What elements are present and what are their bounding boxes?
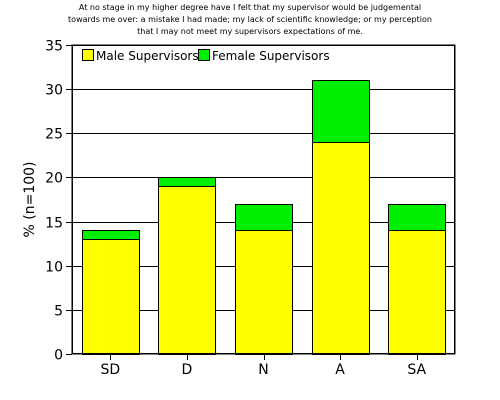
chart-title-line-1: At no stage in my higher degree have I f… (78, 3, 422, 12)
x-tick-label-a: A (335, 362, 345, 378)
y-tick-label-0: 0 (54, 348, 63, 364)
legend-label-male: Male Supervisors (96, 49, 199, 63)
bar-a-male (312, 142, 370, 355)
bar-sd-male (82, 239, 140, 355)
bar-d-female (158, 177, 216, 187)
bar-sa-female (388, 204, 446, 231)
y-tick-label-10: 10 (45, 260, 63, 276)
y-axis-label: % (n=100) (22, 161, 38, 237)
x-tick-label-sd: SD (100, 362, 120, 378)
bar-sd-female (82, 230, 140, 240)
chart-title-line-3: that I may not meet my supervisors expec… (137, 27, 363, 36)
bar-sa-male (388, 230, 446, 355)
bar-d-male (158, 186, 216, 355)
y-tick-label-25: 25 (45, 127, 63, 143)
bar-n-male (235, 230, 293, 355)
x-tick-label-sa: SA (407, 362, 426, 378)
x-tick-label-d: D (182, 362, 193, 378)
legend-swatch-male (82, 49, 94, 61)
legend-swatch-female (198, 49, 210, 61)
y-tick-label-5: 5 (54, 304, 63, 320)
bar-n-female (235, 204, 293, 231)
y-tick-label-35: 35 (45, 39, 63, 55)
y-tick-label-30: 30 (45, 83, 63, 99)
legend-label-female: Female Supervisors (212, 49, 330, 63)
plot-border (72, 45, 455, 354)
x-tick-label-n: N (258, 362, 268, 378)
chart-title-line-2: towards me over: a mistake I had made; m… (68, 15, 432, 24)
y-tick-label-20: 20 (45, 171, 63, 187)
y-tick-label-15: 15 (45, 216, 63, 232)
bar-a-female (312, 80, 370, 143)
